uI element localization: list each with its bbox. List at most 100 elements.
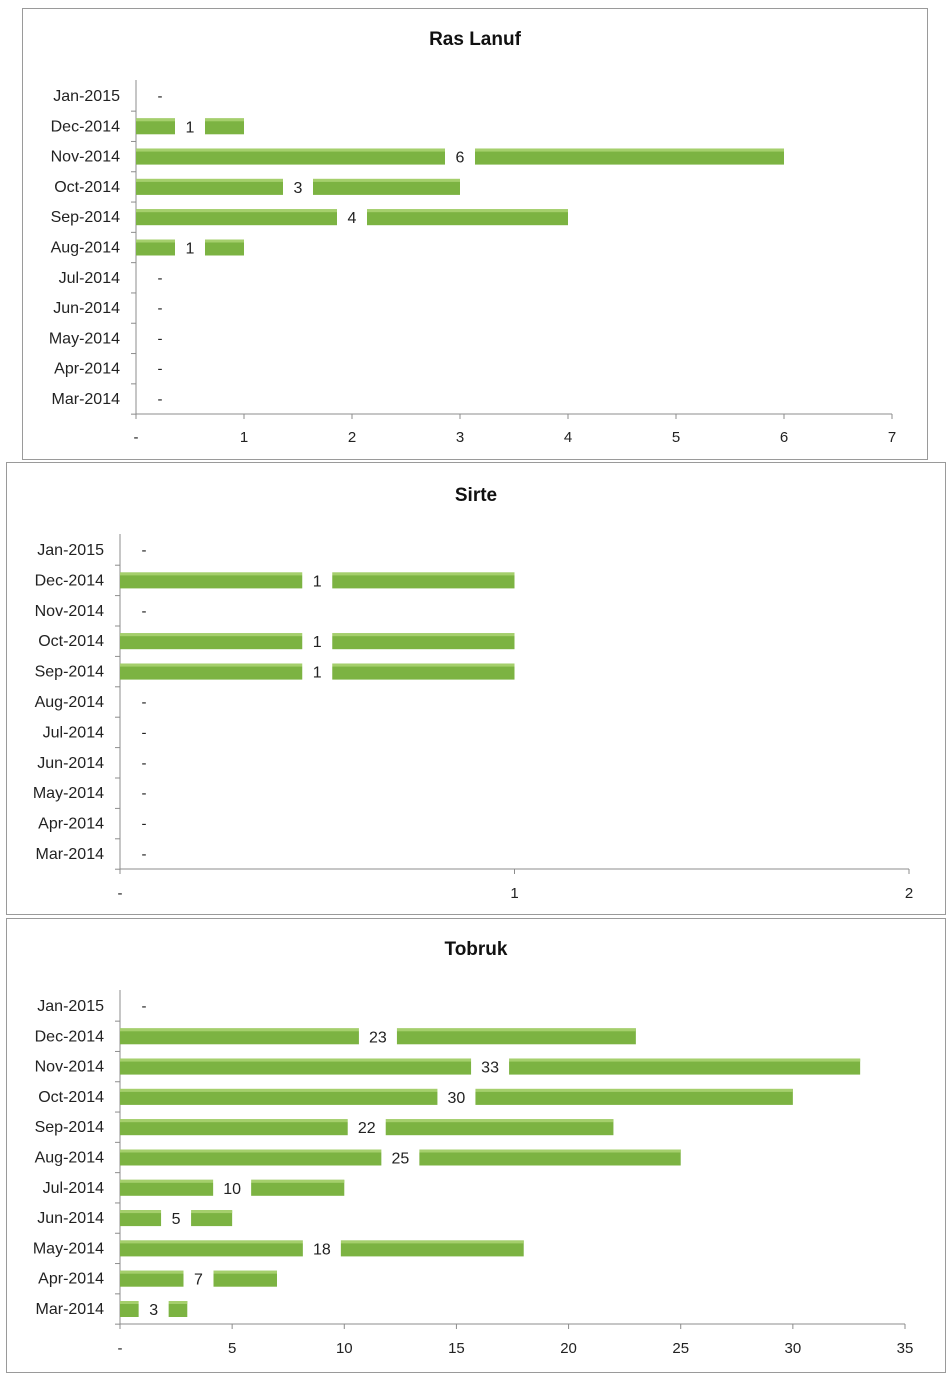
category-label: Mar-2014 xyxy=(36,1301,105,1318)
category-label: Apr-2014 xyxy=(38,1271,104,1288)
data-label-box xyxy=(471,1053,510,1080)
data-label: - xyxy=(142,542,147,559)
x-tick-label: - xyxy=(134,429,139,446)
category-label: Jul-2014 xyxy=(43,1180,104,1197)
category-label: May-2014 xyxy=(33,785,104,802)
data-label: - xyxy=(158,270,163,287)
category-label: Jun-2014 xyxy=(37,1210,104,1227)
data-label: - xyxy=(142,724,147,741)
x-tick-label: 30 xyxy=(785,1340,802,1357)
data-label: 1 xyxy=(186,119,195,136)
data-label-box xyxy=(183,1265,214,1292)
data-label: - xyxy=(142,998,147,1015)
data-label-box xyxy=(302,567,333,594)
data-label: - xyxy=(158,391,163,408)
data-label-box xyxy=(302,658,333,685)
category-label: Jan-2015 xyxy=(37,542,104,559)
category-label: Apr-2014 xyxy=(38,816,104,833)
category-label: Oct-2014 xyxy=(38,633,104,650)
chart-title: Tobruk xyxy=(444,939,508,960)
category-label: Aug-2014 xyxy=(35,694,104,711)
x-tick-label: 5 xyxy=(672,429,680,446)
data-label: - xyxy=(158,361,163,378)
category-label: Apr-2014 xyxy=(54,361,120,378)
category-label: Jul-2014 xyxy=(43,724,104,741)
data-label-box xyxy=(302,628,333,655)
category-label: Oct-2014 xyxy=(38,1089,104,1106)
data-label: 6 xyxy=(456,150,465,167)
x-tick-label: 5 xyxy=(228,1340,236,1357)
data-label-box xyxy=(175,234,205,261)
x-tick-label: - xyxy=(118,1340,123,1357)
data-label: 5 xyxy=(172,1211,181,1228)
category-label: Aug-2014 xyxy=(51,240,120,257)
x-tick-label: 1 xyxy=(510,885,518,902)
x-tick-label: 20 xyxy=(560,1340,577,1357)
data-label-box xyxy=(161,1205,192,1232)
x-tick-label: 1 xyxy=(240,429,248,446)
data-label: - xyxy=(158,300,163,317)
x-tick-label: 3 xyxy=(456,429,464,446)
data-label-box xyxy=(213,1174,252,1201)
category-label: Dec-2014 xyxy=(35,1028,104,1045)
data-label-box xyxy=(138,1296,169,1322)
data-label: 1 xyxy=(313,573,322,590)
data-label: 33 xyxy=(481,1060,499,1077)
data-label-box xyxy=(437,1083,476,1110)
chart-panel-sirte: Sirte - 1 2 Jan-2015 - Dec-2014 1 Nov-2014 - Oct-… xyxy=(6,462,946,915)
category-label: Aug-2014 xyxy=(35,1150,104,1167)
x-tick-label: 10 xyxy=(336,1340,353,1357)
x-tick-label: 15 xyxy=(448,1340,465,1357)
data-label-box xyxy=(347,1114,386,1141)
chart-title: Ras Lanuf xyxy=(429,29,521,50)
data-label: 1 xyxy=(313,665,322,682)
category-label: Jan-2015 xyxy=(37,998,104,1015)
category-label: Jun-2014 xyxy=(53,300,120,317)
chart-title: Sirte xyxy=(454,485,498,506)
data-label: - xyxy=(142,846,147,863)
x-tick-label: 2 xyxy=(348,429,356,446)
data-label-box xyxy=(302,1235,341,1262)
data-label-box xyxy=(175,113,205,140)
data-label: 30 xyxy=(448,1090,466,1107)
data-label: 3 xyxy=(149,1302,158,1319)
category-label: Sep-2014 xyxy=(35,664,104,681)
data-label-box xyxy=(445,143,475,170)
data-label: - xyxy=(142,694,147,711)
category-label: Nov-2014 xyxy=(35,603,104,620)
data-label: 22 xyxy=(358,1120,376,1137)
data-label: 7 xyxy=(194,1272,203,1289)
chart-svg-sirte: - 1 2 Jan-2015 - Dec-2014 1 Nov-2014 - Oct-2014 1 S… xyxy=(33,534,913,902)
x-tick-label: 4 xyxy=(564,429,572,446)
data-label: 4 xyxy=(348,210,357,227)
data-label: 18 xyxy=(313,1241,331,1258)
data-label: - xyxy=(158,330,163,347)
chart-panel-tobruk: Tobruk -5 10 15 20 25 30 35 Jan-2015- Dec-2014 23… xyxy=(6,918,946,1373)
data-label: 23 xyxy=(369,1029,387,1046)
category-label: Sep-2014 xyxy=(35,1119,104,1136)
category-label: Nov-2014 xyxy=(51,149,120,166)
x-tick-label: 2 xyxy=(905,885,913,902)
data-label: 1 xyxy=(186,241,195,258)
data-label-box xyxy=(381,1144,420,1171)
x-tick-label: 6 xyxy=(780,429,788,446)
category-label: Mar-2014 xyxy=(36,846,105,863)
x-tick-label: 35 xyxy=(897,1340,914,1357)
category-label: Oct-2014 xyxy=(54,179,120,196)
x-tick-label: 7 xyxy=(888,429,896,446)
category-label: Dec-2014 xyxy=(35,572,104,589)
category-label: Sep-2014 xyxy=(51,209,120,226)
chart-svg-ras-lanuf: - 1 2 3 4 5 6 7 Jan-2015 - Dec-2014 1 Nov-2014 6 Oct-2… xyxy=(49,80,896,446)
category-label: Jun-2014 xyxy=(37,755,104,772)
category-label: Jul-2014 xyxy=(59,270,120,287)
category-label: May-2014 xyxy=(33,1240,104,1257)
data-label: - xyxy=(158,88,163,105)
data-label-box xyxy=(337,204,367,231)
category-label: Mar-2014 xyxy=(52,391,121,408)
data-label: - xyxy=(142,785,147,802)
data-label: 25 xyxy=(391,1151,409,1168)
data-label: - xyxy=(142,816,147,833)
x-tick-label: 25 xyxy=(672,1340,689,1357)
data-label: - xyxy=(142,603,147,620)
